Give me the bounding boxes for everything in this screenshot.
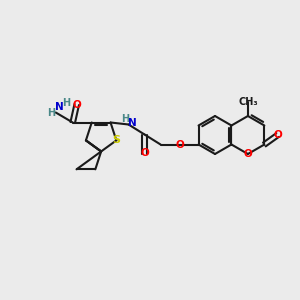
Text: N: N bbox=[56, 103, 64, 112]
Text: O: O bbox=[244, 149, 252, 159]
Text: CH₃: CH₃ bbox=[238, 97, 258, 107]
Text: H: H bbox=[122, 113, 130, 124]
Text: H: H bbox=[62, 98, 70, 107]
Text: O: O bbox=[175, 140, 184, 149]
Text: O: O bbox=[72, 100, 81, 110]
Text: N: N bbox=[128, 118, 137, 128]
Text: O: O bbox=[140, 148, 149, 158]
Text: H: H bbox=[48, 107, 56, 118]
Text: O: O bbox=[273, 130, 282, 140]
Text: S: S bbox=[112, 135, 120, 146]
